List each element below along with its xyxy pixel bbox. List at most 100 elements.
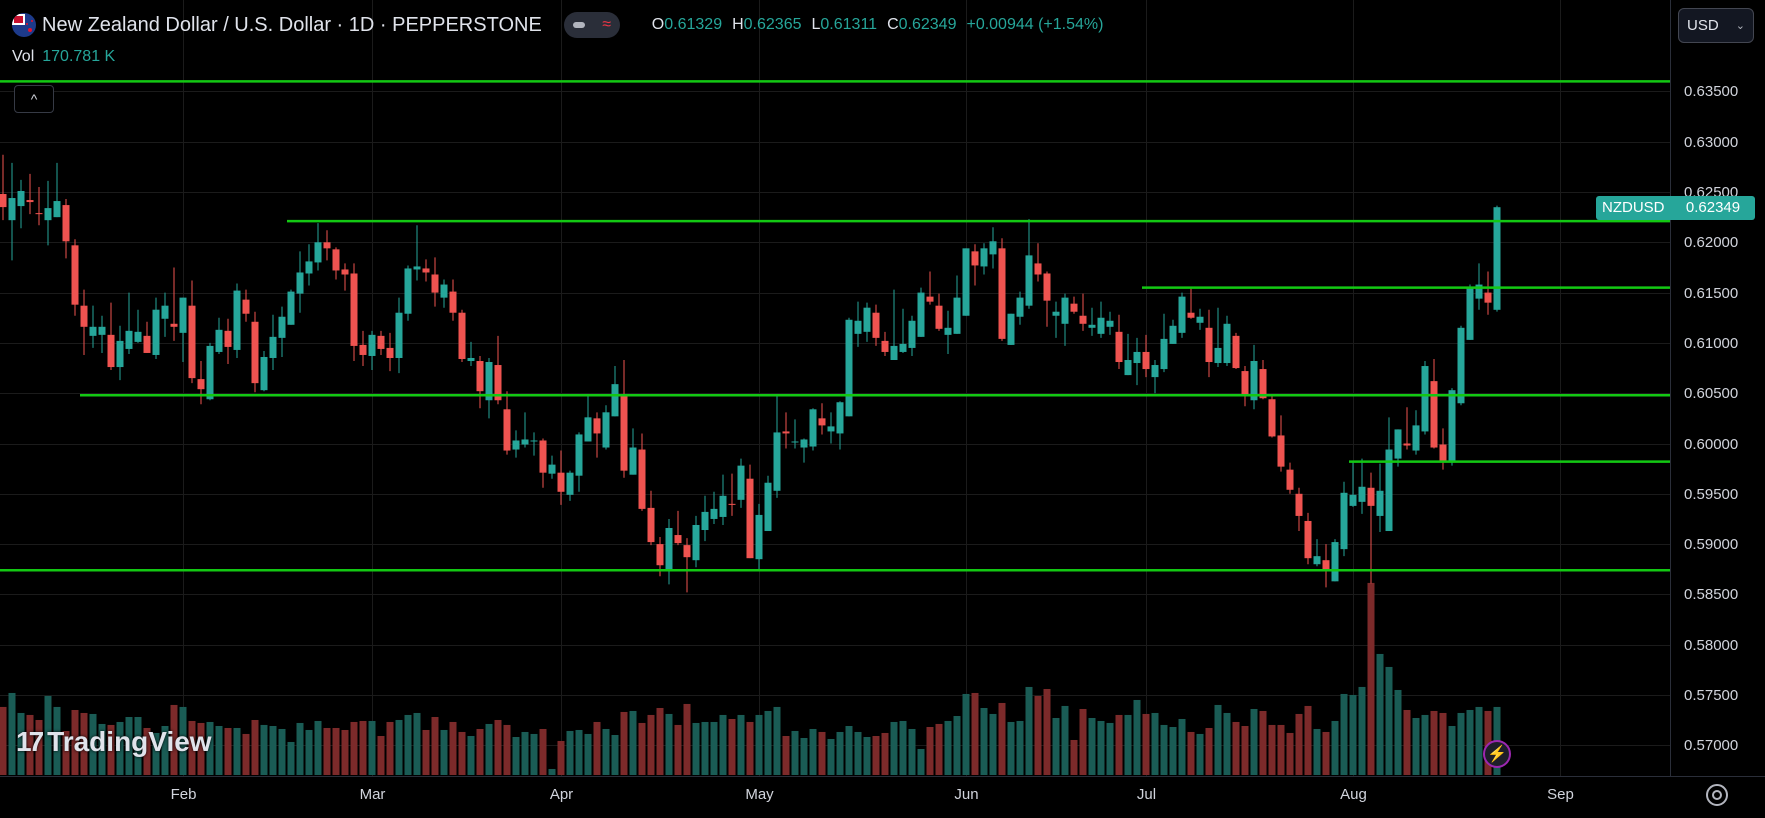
volume-bar: [1124, 714, 1132, 775]
candle-body: [818, 418, 826, 426]
candle: [134, 309, 142, 343]
open-label: O: [651, 16, 665, 33]
candle: [791, 419, 799, 449]
candle-body: [125, 330, 133, 349]
volume-bar: [809, 728, 817, 775]
candle-body: [1223, 323, 1231, 364]
candle: [1493, 205, 1501, 312]
candle-body: [1115, 331, 1123, 363]
candle-body: [1403, 443, 1411, 446]
candle: [1097, 301, 1105, 338]
candle: [899, 308, 907, 353]
volume-bars: [0, 582, 1501, 775]
candle-body: [422, 268, 430, 273]
candle: [215, 317, 223, 354]
candle-body: [1421, 366, 1429, 432]
candle-body: [944, 327, 952, 335]
volume-bar: [413, 712, 421, 775]
volume-bar: [1043, 688, 1051, 775]
candle-body: [494, 365, 502, 401]
low-label: L: [811, 16, 821, 33]
volume-bar: [1241, 725, 1249, 775]
time-axis-label: Jul: [1136, 786, 1157, 803]
volume-bar: [341, 729, 349, 775]
volume-bar: [1178, 718, 1186, 775]
settings-gear-icon[interactable]: [1706, 784, 1728, 806]
candle-body: [1241, 371, 1249, 395]
candle: [638, 433, 646, 511]
volume-bar: [773, 706, 781, 775]
currency-selector[interactable]: USD ⌄: [1678, 8, 1754, 43]
candle: [341, 263, 349, 291]
horizontal-line-drawings[interactable]: [0, 80, 1670, 572]
low-value: 0.61311: [820, 16, 878, 33]
candle-body: [917, 292, 925, 337]
price-axis-label: 0.63000: [1684, 133, 1739, 151]
candle-body: [80, 305, 88, 327]
volume-label[interactable]: Vol: [12, 48, 35, 65]
lightning-icon[interactable]: ⚡: [1483, 740, 1511, 768]
candle-body: [197, 379, 205, 390]
volume-bar: [1214, 704, 1222, 775]
candle: [962, 248, 970, 316]
candle-body: [1394, 429, 1402, 459]
candle-body: [602, 412, 610, 448]
candlesticks: [0, 154, 1501, 593]
chart-legend: New Zealand Dollar / U.S. Dollar · 1D · …: [12, 10, 1103, 40]
candle: [1187, 288, 1195, 319]
candle-body: [368, 334, 376, 356]
volume-bar: [296, 722, 304, 775]
candle-body: [962, 248, 970, 316]
volume-bar: [917, 748, 925, 775]
candle: [116, 325, 124, 381]
volume-bar: [764, 710, 772, 775]
market-status-pill[interactable]: ≈: [563, 12, 620, 38]
candle: [494, 335, 502, 405]
candle-body: [926, 296, 934, 302]
candle-body: [611, 384, 619, 417]
volume-bar: [449, 721, 457, 775]
volume-bar: [251, 719, 259, 775]
candle-body: [1061, 297, 1069, 324]
candle: [1124, 333, 1132, 376]
price-axis-label: 0.60000: [1684, 435, 1739, 453]
price-axis-label: 0.59000: [1684, 535, 1739, 553]
candle: [242, 289, 250, 322]
candle-body: [881, 340, 889, 352]
candle: [989, 227, 997, 269]
candle: [224, 318, 232, 365]
candle: [863, 302, 871, 342]
volume-bar: [1079, 708, 1087, 775]
volume-bar: [1232, 721, 1240, 775]
candle-body: [1016, 297, 1024, 317]
candle: [620, 360, 628, 478]
candle: [260, 350, 268, 392]
volume-bar: [539, 728, 547, 775]
candle-body: [314, 242, 322, 263]
high-value: 0.62365: [743, 16, 802, 33]
candle: [575, 432, 583, 492]
candle: [1088, 307, 1096, 336]
close-value: 0.62349: [898, 16, 957, 33]
symbol-title[interactable]: New Zealand Dollar / U.S. Dollar · 1D · …: [42, 13, 542, 36]
tradingview-logo[interactable]: 17 TradingView: [16, 726, 212, 758]
candle: [1205, 309, 1213, 378]
candle: [386, 332, 394, 372]
volume-bar: [62, 730, 70, 775]
volume-bar: [368, 720, 376, 775]
nz-us-flag-icon: [12, 13, 36, 37]
candle: [1340, 481, 1348, 557]
collapse-legend-button[interactable]: ^: [14, 85, 54, 113]
volume-bar: [503, 724, 511, 775]
candle: [665, 518, 673, 585]
time-axis-label: Feb: [170, 786, 197, 803]
candle-body: [1322, 560, 1330, 570]
volume-bar: [791, 730, 799, 775]
candle: [332, 247, 340, 280]
candle-body: [872, 312, 880, 338]
candle: [602, 405, 610, 450]
candle: [530, 432, 538, 456]
volume-bar: [314, 720, 322, 775]
volume-bar: [467, 735, 475, 775]
